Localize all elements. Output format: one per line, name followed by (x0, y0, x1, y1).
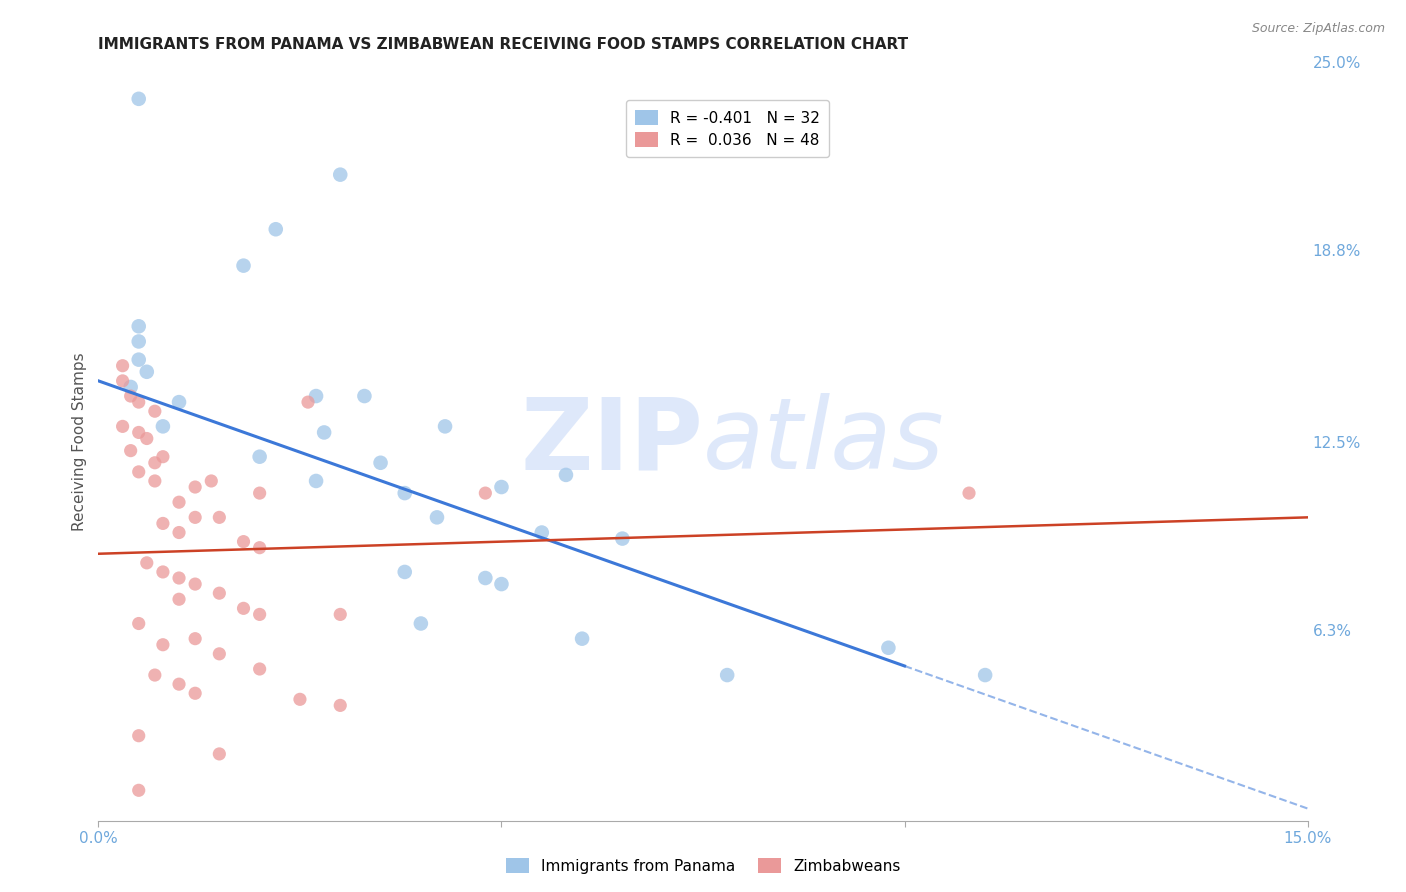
Point (474, 571, 496, 585)
Point (184, 632, 207, 646)
Point (152, 419, 174, 434)
Point (329, 698, 352, 713)
Point (394, 565, 416, 579)
Point (111, 419, 134, 434)
Point (111, 374, 134, 388)
Point (249, 607, 271, 622)
Point (120, 443, 142, 458)
Point (167, 677, 190, 691)
Point (571, 632, 593, 646)
Point (249, 450, 271, 464)
Point (184, 480, 207, 494)
Text: atlas: atlas (703, 393, 945, 490)
Point (491, 480, 513, 494)
Point (297, 395, 319, 409)
Point (111, 359, 134, 373)
Point (249, 662, 271, 676)
Point (128, 425, 150, 440)
Point (353, 389, 375, 403)
Point (208, 747, 231, 761)
Point (152, 638, 174, 652)
Point (167, 395, 190, 409)
Point (152, 516, 174, 531)
Point (128, 465, 150, 479)
Point (135, 556, 157, 570)
Point (957, 486, 980, 500)
Point (184, 577, 207, 591)
Point (434, 419, 457, 434)
Text: Source: ZipAtlas.com: Source: ZipAtlas.com (1251, 22, 1385, 36)
Point (329, 607, 352, 622)
Y-axis label: Receiving Food Stamps: Receiving Food Stamps (72, 352, 87, 531)
Point (232, 601, 254, 615)
Point (152, 450, 174, 464)
Point (128, 319, 150, 334)
Point (128, 729, 150, 743)
Point (232, 259, 254, 273)
Point (128, 352, 150, 367)
Point (184, 686, 207, 700)
Point (394, 486, 416, 500)
Point (128, 92, 150, 106)
Point (232, 534, 254, 549)
Point (167, 525, 190, 540)
Point (409, 616, 432, 631)
Point (208, 510, 231, 524)
Point (128, 783, 150, 797)
Point (143, 668, 166, 682)
Point (491, 577, 513, 591)
Point (135, 365, 157, 379)
Point (305, 474, 328, 488)
Legend: R = -0.401   N = 32, R =  0.036   N = 48: R = -0.401 N = 32, R = 0.036 N = 48 (626, 101, 830, 157)
Point (200, 474, 222, 488)
Text: IMMIGRANTS FROM PANAMA VS ZIMBABWEAN RECEIVING FOOD STAMPS CORRELATION CHART: IMMIGRANTS FROM PANAMA VS ZIMBABWEAN REC… (98, 37, 908, 52)
Point (120, 389, 142, 403)
Point (135, 432, 157, 446)
Point (530, 525, 553, 540)
Point (264, 222, 287, 236)
Point (426, 510, 449, 524)
Point (184, 510, 207, 524)
Point (249, 486, 271, 500)
Point (288, 692, 311, 706)
Point (314, 425, 336, 440)
Point (128, 334, 150, 349)
Point (167, 495, 190, 509)
Point (716, 668, 738, 682)
Point (143, 404, 166, 418)
Text: ZIP: ZIP (520, 393, 703, 490)
Legend: Immigrants from Panama, Zimbabweans: Immigrants from Panama, Zimbabweans (499, 852, 907, 880)
Point (208, 647, 231, 661)
Point (143, 474, 166, 488)
Point (474, 486, 496, 500)
Point (143, 456, 166, 470)
Point (128, 616, 150, 631)
Point (208, 586, 231, 600)
Point (167, 592, 190, 607)
Point (120, 380, 142, 394)
Point (329, 168, 352, 182)
Point (877, 640, 900, 655)
Point (555, 467, 578, 482)
Point (128, 395, 150, 409)
Point (370, 456, 392, 470)
Point (167, 571, 190, 585)
Point (152, 565, 174, 579)
Point (974, 668, 997, 682)
Point (612, 532, 634, 546)
Point (305, 389, 328, 403)
Point (249, 541, 271, 555)
